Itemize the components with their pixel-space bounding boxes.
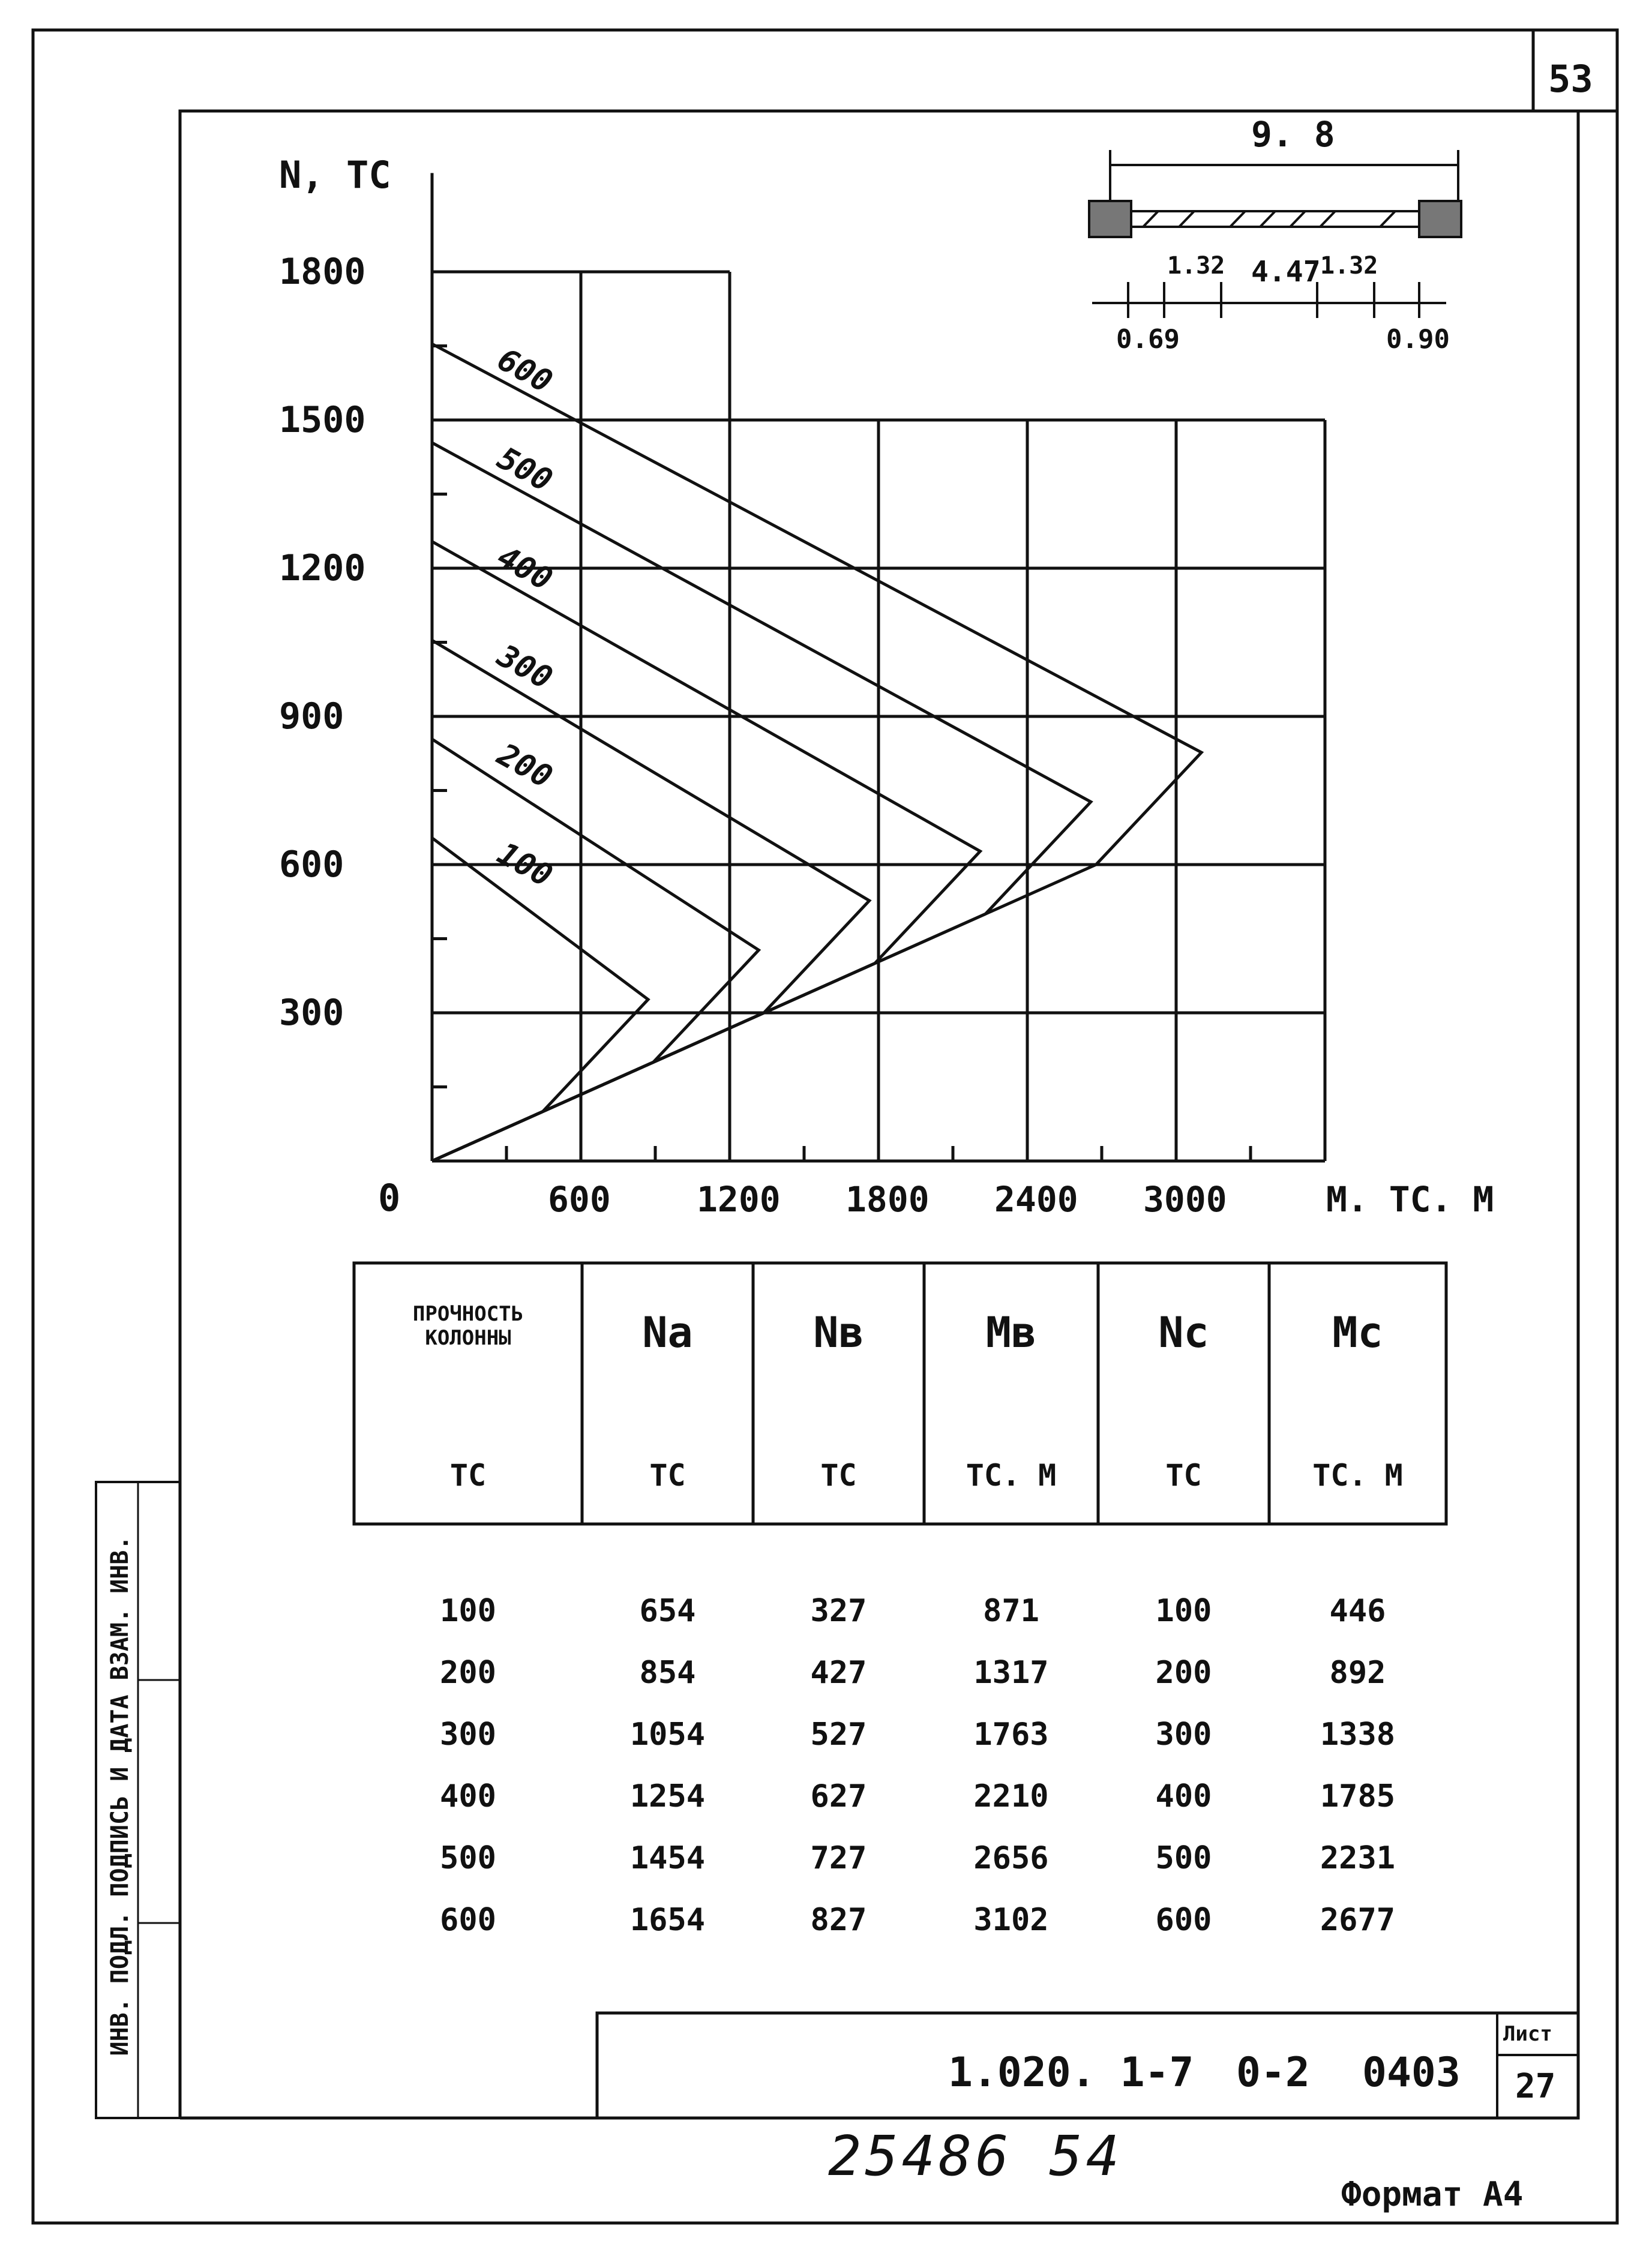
table-cell: 1254 bbox=[629, 1778, 706, 1814]
sheet-list-number: 27 bbox=[1515, 2067, 1556, 2106]
series-line-300 bbox=[431, 639, 872, 1163]
table-cell: 892 bbox=[1329, 1655, 1386, 1691]
table-cell: 1338 bbox=[1320, 1717, 1396, 1753]
table-cell: 3102 bbox=[973, 1902, 1049, 1938]
table-cell: 727 bbox=[810, 1840, 867, 1876]
sketch-end-dimension: 0.69 bbox=[1116, 324, 1180, 355]
table-cell: 1785 bbox=[1320, 1778, 1396, 1814]
document-series: 0-2 bbox=[1236, 2049, 1310, 2096]
table-cell: 2656 bbox=[973, 1840, 1049, 1876]
table-cell: 300 bbox=[440, 1717, 496, 1753]
table-cell: 100 bbox=[440, 1593, 496, 1629]
series-line-600 bbox=[431, 342, 1204, 1163]
table-header-unit: ТС. М bbox=[1312, 1458, 1403, 1493]
table-cell: 1317 bbox=[973, 1655, 1049, 1691]
table-cell: 300 bbox=[1155, 1717, 1212, 1753]
chart-series: 100 200 300 400 500 600 bbox=[431, 341, 1204, 1163]
x-tick-label: 3000 bbox=[1143, 1179, 1227, 1220]
table-cell: 871 bbox=[983, 1593, 1039, 1629]
table-cell: 2231 bbox=[1320, 1840, 1396, 1876]
series-label: 300 bbox=[491, 638, 558, 697]
table-cell: 400 bbox=[1155, 1778, 1212, 1814]
table-header-unit: ТС. М bbox=[966, 1458, 1057, 1493]
table-cell: 400 bbox=[440, 1778, 496, 1814]
origin-label: 0 bbox=[378, 1176, 401, 1220]
x-axis-label: М. ТС. М bbox=[1326, 1179, 1494, 1220]
table-header-name: Nс bbox=[1158, 1308, 1209, 1357]
table-cell: 627 bbox=[810, 1778, 867, 1814]
sketch-overall-dimension: 9. 8 bbox=[1251, 114, 1335, 155]
table-cell: 427 bbox=[810, 1655, 867, 1691]
paper-format: Формат А4 bbox=[1341, 2175, 1524, 2214]
y-tick-label: 600 bbox=[279, 844, 344, 886]
sketch-end-dimension: 0.90 bbox=[1386, 324, 1450, 355]
table-cell: 1654 bbox=[629, 1902, 706, 1938]
table-cell: 100 bbox=[1155, 1593, 1212, 1629]
table-cell: 600 bbox=[440, 1902, 496, 1938]
sketch-part-dimension: 1.32 bbox=[1320, 252, 1378, 280]
series-label: 600 bbox=[491, 341, 558, 400]
table-cell: 2677 bbox=[1320, 1902, 1396, 1938]
y-axis-label: N, ТС bbox=[279, 153, 391, 197]
table-cell: 200 bbox=[440, 1655, 496, 1691]
document-issue: 0403 bbox=[1362, 2049, 1461, 2096]
table-cell: 500 bbox=[1155, 1840, 1212, 1876]
page-number: 53 bbox=[1548, 57, 1593, 101]
table-header-name: Мс bbox=[1332, 1308, 1383, 1357]
section-sketch bbox=[1088, 150, 1462, 318]
chart-grid bbox=[432, 270, 1327, 1161]
interaction-chart: 100 200 300 400 500 600 bbox=[430, 173, 1327, 1163]
side-stamp-text: ИНВ. ПОДЛ. ПОДПИСЬ И ДАТА ВЗАМ. ИНВ. bbox=[106, 1535, 134, 2056]
table-cell: 446 bbox=[1329, 1593, 1386, 1629]
table-header-name: ПРОЧНОСТЬ КОЛОННЫ bbox=[412, 1302, 524, 1350]
table-header-unit: ТС bbox=[449, 1458, 487, 1493]
table-border bbox=[352, 1261, 1448, 1526]
table-cell: 854 bbox=[639, 1655, 696, 1691]
y-tick-label: 1200 bbox=[279, 547, 366, 589]
x-tick-label: 2400 bbox=[994, 1179, 1078, 1220]
series-label: 500 bbox=[491, 440, 558, 499]
sketch-part-dimension: 1.32 bbox=[1167, 252, 1225, 280]
table-cell: 500 bbox=[440, 1840, 496, 1876]
y-tick-label: 1800 bbox=[279, 251, 366, 293]
x-tick-label: 600 bbox=[548, 1179, 611, 1220]
series-line-200 bbox=[431, 737, 761, 1163]
table-cell: 1454 bbox=[629, 1840, 706, 1876]
outer-border bbox=[31, 28, 1619, 2225]
table-cell: 1763 bbox=[973, 1717, 1049, 1753]
table-header-name: Мв bbox=[985, 1308, 1037, 1357]
table-cell: 200 bbox=[1155, 1655, 1212, 1691]
table-header-unit: ТС bbox=[820, 1458, 857, 1493]
table-cell: 600 bbox=[1155, 1902, 1212, 1938]
table-header-name: Nв bbox=[813, 1308, 864, 1357]
table-cell: 1054 bbox=[629, 1717, 706, 1753]
title-block-frame bbox=[595, 2011, 1578, 2118]
table-cell: 827 bbox=[810, 1902, 867, 1938]
table-header-name: Nа bbox=[642, 1308, 693, 1357]
x-tick-label: 1800 bbox=[846, 1179, 930, 1220]
chart-axes bbox=[430, 173, 1325, 1163]
series-label: 400 bbox=[491, 539, 558, 598]
table-cell: 654 bbox=[639, 1593, 696, 1629]
y-tick-label: 900 bbox=[279, 695, 344, 737]
document-code: 1.020. 1-7 bbox=[948, 2049, 1194, 2096]
table-cell: 527 bbox=[810, 1717, 867, 1753]
y-tick-label: 1500 bbox=[279, 399, 366, 441]
sheet-list-label: Лист bbox=[1503, 2022, 1552, 2046]
table-cell: 327 bbox=[810, 1593, 867, 1629]
table-frame bbox=[352, 1261, 1448, 1526]
sketch-part-dimension: 4.47 bbox=[1251, 255, 1321, 289]
handwritten-inventory-number: 25486 54 bbox=[828, 2124, 1123, 2188]
series-label: 100 bbox=[491, 835, 558, 894]
x-tick-label: 1200 bbox=[697, 1179, 781, 1220]
table-header-unit: ТС bbox=[1165, 1458, 1202, 1493]
series-label: 200 bbox=[491, 736, 558, 795]
y-tick-label: 300 bbox=[279, 992, 344, 1034]
table-header-unit: ТС bbox=[649, 1458, 686, 1493]
table-cell: 2210 bbox=[973, 1778, 1049, 1814]
